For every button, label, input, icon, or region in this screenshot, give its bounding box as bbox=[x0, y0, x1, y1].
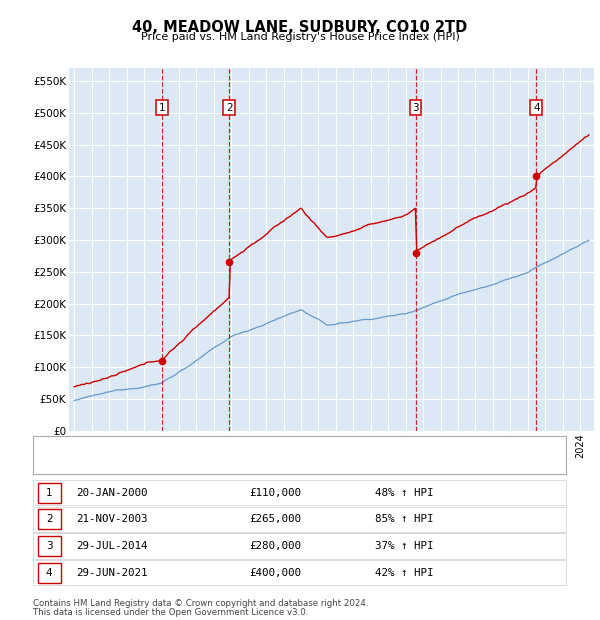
Text: HPI: Average price, semi-detached house, Babergh: HPI: Average price, semi-detached house,… bbox=[58, 459, 312, 470]
Text: 85% ↑ HPI: 85% ↑ HPI bbox=[375, 515, 433, 525]
Text: —: — bbox=[40, 439, 56, 454]
Text: 2: 2 bbox=[226, 103, 233, 113]
Text: This data is licensed under the Open Government Licence v3.0.: This data is licensed under the Open Gov… bbox=[33, 608, 308, 617]
Text: 3: 3 bbox=[46, 541, 53, 551]
Text: 29-JUN-2021: 29-JUN-2021 bbox=[76, 568, 148, 578]
Text: Price paid vs. HM Land Registry's House Price Index (HPI): Price paid vs. HM Land Registry's House … bbox=[140, 32, 460, 42]
Text: 40, MEADOW LANE, SUDBURY, CO10 2TD: 40, MEADOW LANE, SUDBURY, CO10 2TD bbox=[133, 20, 467, 35]
Text: 29-JUL-2014: 29-JUL-2014 bbox=[76, 541, 148, 551]
Text: £280,000: £280,000 bbox=[249, 541, 301, 551]
Text: £110,000: £110,000 bbox=[249, 488, 301, 498]
Text: 4: 4 bbox=[533, 103, 539, 113]
Text: £265,000: £265,000 bbox=[249, 515, 301, 525]
Text: 37% ↑ HPI: 37% ↑ HPI bbox=[375, 541, 433, 551]
Text: 20-JAN-2000: 20-JAN-2000 bbox=[76, 488, 148, 498]
Text: £400,000: £400,000 bbox=[249, 568, 301, 578]
Text: 21-NOV-2003: 21-NOV-2003 bbox=[76, 515, 148, 525]
Text: Contains HM Land Registry data © Crown copyright and database right 2024.: Contains HM Land Registry data © Crown c… bbox=[33, 600, 368, 608]
Text: 40, MEADOW LANE, SUDBURY, CO10 2TD (semi-detached house): 40, MEADOW LANE, SUDBURY, CO10 2TD (semi… bbox=[58, 441, 383, 451]
Text: 1: 1 bbox=[46, 488, 53, 498]
Text: 2: 2 bbox=[46, 515, 53, 525]
Text: 48% ↑ HPI: 48% ↑ HPI bbox=[375, 488, 433, 498]
Text: 1: 1 bbox=[159, 103, 166, 113]
Text: 4: 4 bbox=[46, 568, 53, 578]
Text: 42% ↑ HPI: 42% ↑ HPI bbox=[375, 568, 433, 578]
Text: 3: 3 bbox=[412, 103, 419, 113]
Text: —: — bbox=[40, 457, 56, 472]
